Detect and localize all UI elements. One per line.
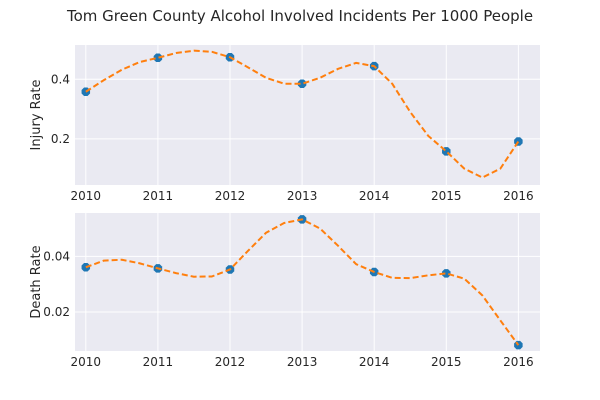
plot-background [75,45,540,185]
x-tick-label: 2010 [71,189,102,203]
data-point [442,269,451,278]
x-tick-label: 2010 [71,355,102,369]
x-tick-label: 2013 [287,189,318,203]
x-tick-label: 2015 [431,189,462,203]
y-tick-label: 0.02 [43,305,70,319]
x-tick-label: 2012 [215,189,246,203]
x-tick-label: 2011 [143,189,174,203]
injury-rate-panel: 2010 2011 2012 2013 2014 2015 2016 0.2 0.4 Injury… [29,45,540,203]
y-axis-label: Death Rate [29,245,44,318]
x-tick-label: 2014 [359,355,390,369]
x-tick-label: 2012 [215,355,246,369]
x-tick-label: 2013 [287,355,318,369]
data-point [297,79,307,88]
x-tick-label: 2014 [359,189,390,203]
chart-title: Tom Green County Alcohol Involved Incide… [66,7,533,25]
x-tick-label: 2016 [503,355,534,369]
x-tick-label: 2011 [143,355,174,369]
y-tick-label: 0.04 [43,249,70,263]
data-point [153,53,163,63]
fit-curve [85,218,520,346]
death-rate-panel: 2010 2011 2012 2013 2014 2015 2016 0.02 0.04Deat… [29,213,540,369]
y-tick-label: 0.4 [51,72,70,86]
y-tick-label: 0.2 [51,132,70,146]
x-tick-label: 2015 [431,355,462,369]
x-tick-label: 2016 [503,189,534,203]
y-axis-label: Injury Rate [29,80,44,151]
plot-background [75,213,540,351]
